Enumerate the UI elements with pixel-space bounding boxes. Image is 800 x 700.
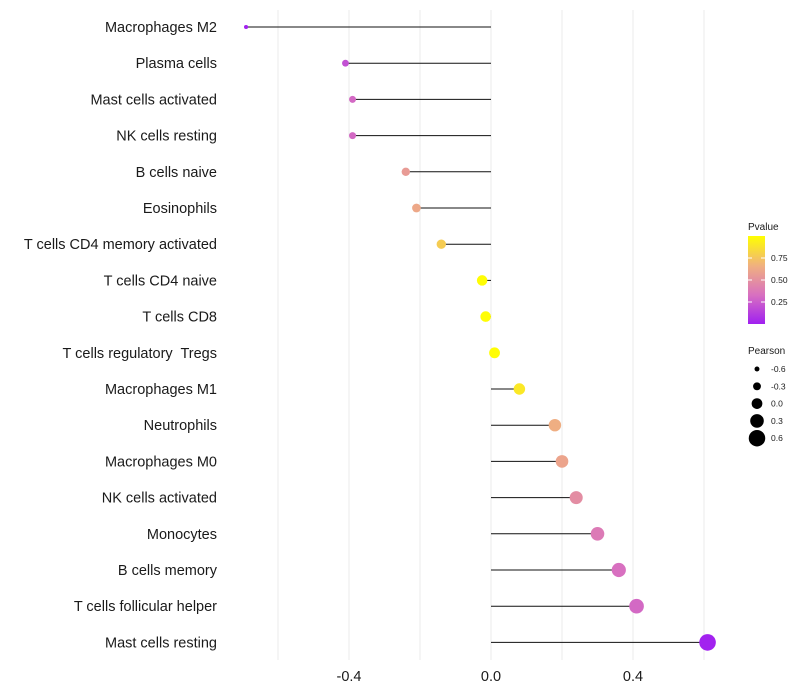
category-label: Monocytes — [147, 527, 217, 543]
lollipop-dot — [548, 418, 562, 432]
colorbar-tick-label: 0.75 — [771, 253, 788, 263]
category-label: B cells memory — [118, 563, 218, 579]
lollipop-dot — [349, 132, 357, 140]
category-label: Macrophages M2 — [105, 20, 217, 36]
lollipop-dot — [436, 239, 446, 249]
pearson-legend: Pearson -0.6 -0.3 0.0 0.3 0.6 — [748, 346, 786, 447]
lollipop-dot — [412, 203, 421, 213]
category-label: T cells CD4 memory activated — [24, 237, 217, 253]
size-legend-dot — [750, 414, 764, 428]
category-label: Macrophages M0 — [105, 454, 217, 470]
size-legend-label: 0.6 — [771, 433, 783, 443]
grid-lines — [277, 10, 705, 660]
category-label: Mast cells resting — [105, 635, 217, 651]
size-legend-dot — [748, 429, 766, 447]
pvalue-colorbar — [748, 236, 765, 324]
category-label: T cells CD8 — [142, 310, 217, 326]
lollipop-dot — [555, 455, 569, 468]
lollipop-dot — [699, 634, 716, 651]
lollipop-dot — [342, 59, 349, 67]
size-legend-dot — [754, 366, 760, 372]
lollipop-dot — [569, 491, 583, 505]
category-label: NK cells resting — [116, 129, 217, 145]
size-legend-label: 0.3 — [771, 416, 783, 426]
category-label: B cells naive — [136, 165, 217, 181]
lollipop-dot — [629, 598, 644, 614]
category-label: T cells follicular helper — [74, 599, 217, 615]
size-legend-label: -0.3 — [771, 381, 786, 391]
lollipop-dot — [489, 347, 500, 359]
x-tick-label: -0.4 — [337, 669, 362, 685]
category-label: T cells CD4 naive — [104, 273, 217, 289]
category-label: T cells regulatory Tregs — [63, 346, 217, 362]
x-tick-label: 0.0 — [481, 669, 501, 685]
lollipop-dot — [476, 275, 488, 286]
category-labels: Macrophages M2 Plasma cells Mast cells act… — [24, 20, 218, 651]
size-legend-dot — [753, 382, 761, 391]
size-legend-label: 0.0 — [771, 399, 783, 409]
size-legend-label: -0.6 — [771, 364, 786, 374]
lollipop-dot — [611, 562, 626, 578]
lollipop-dot — [401, 167, 411, 177]
pearson-legend-title: Pearson — [748, 346, 785, 357]
category-label: Mast cells activated — [90, 92, 217, 108]
lollipop-dot — [244, 24, 249, 30]
size-legend-dot — [751, 398, 763, 409]
lollipop-dot — [480, 311, 491, 322]
category-label: Neutrophils — [144, 418, 217, 434]
colorbar-tick-label: 0.50 — [771, 275, 788, 285]
lollipop-dot — [590, 527, 605, 541]
lollipop-dots — [244, 24, 716, 651]
pvalue-legend-title: Pvalue — [748, 222, 779, 233]
category-label: Eosinophils — [143, 201, 217, 217]
lollipop-stems — [246, 26, 708, 643]
category-label: Plasma cells — [136, 56, 217, 72]
x-tick-label: 0.4 — [623, 669, 643, 685]
pvalue-legend: Pvalue 0.25 0.50 0.75 — [748, 222, 788, 324]
lollipop-dot — [513, 383, 526, 395]
lollipop-dot — [349, 95, 357, 103]
colorbar-tick-label: 0.25 — [771, 297, 788, 307]
category-label: NK cells activated — [102, 491, 217, 507]
category-label: Macrophages M1 — [105, 382, 217, 398]
x-tick-labels: -0.4 0.0 0.4 — [337, 669, 644, 685]
